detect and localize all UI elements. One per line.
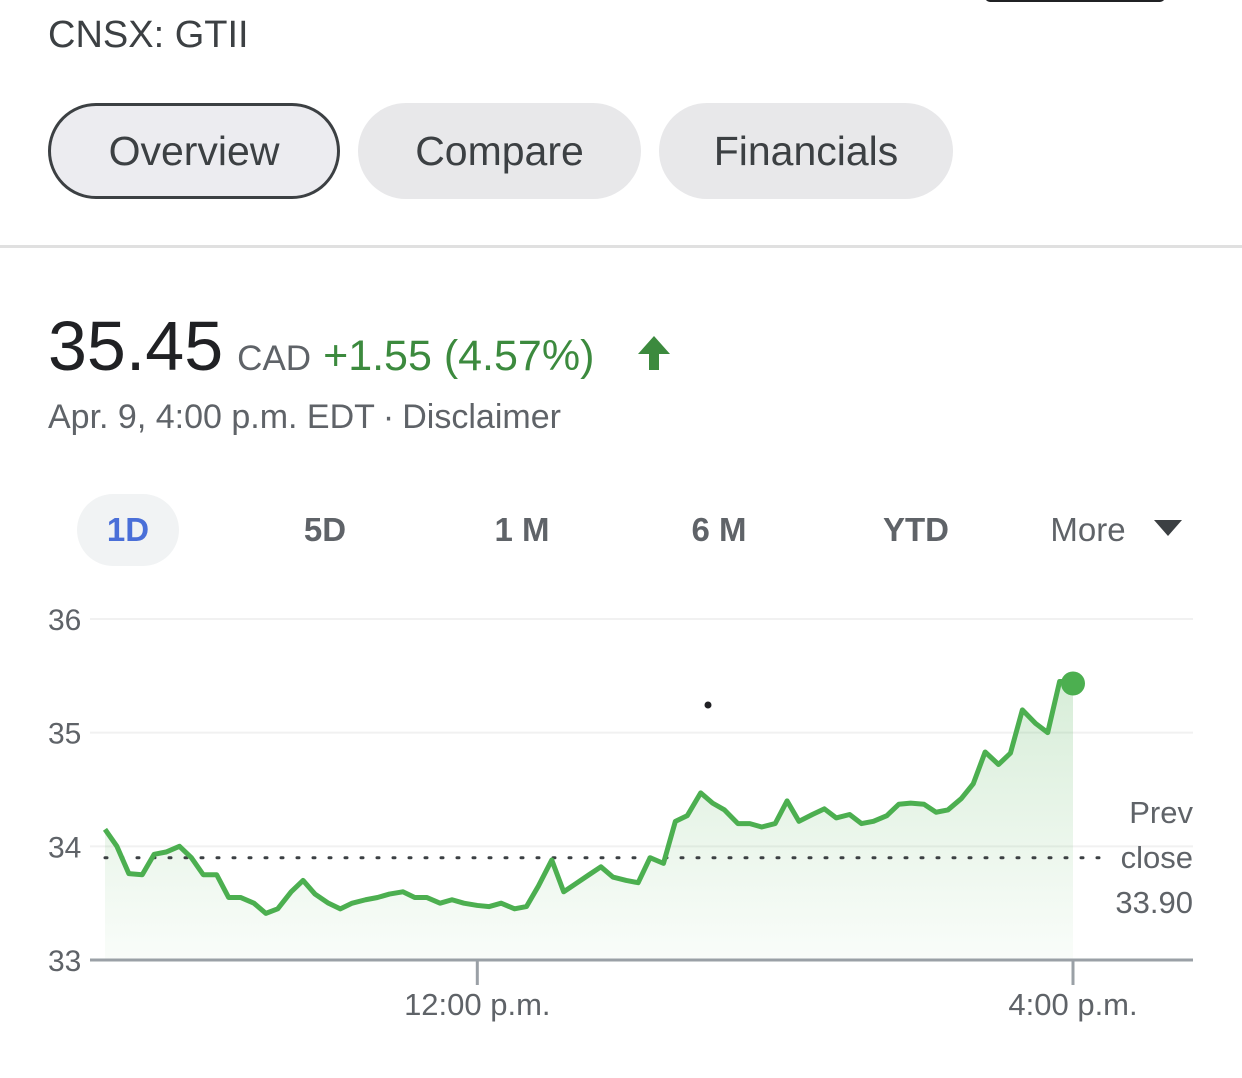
range-1m[interactable]: 1 M	[494, 511, 550, 548]
quote-timestamp: Apr. 9, 4:00 p.m. EDT	[48, 398, 375, 436]
x-tick-label: 12:00 p.m.	[404, 987, 550, 1022]
status-pill	[985, 0, 1165, 2]
y-tick-label: 36	[48, 604, 81, 637]
arrow-up-icon	[638, 336, 670, 370]
section-divider	[0, 245, 1242, 248]
range-selector: 1D 5D 1 M 6 M YTD More	[0, 494, 1242, 566]
y-tick-label: 35	[48, 718, 81, 751]
y-tick-label: 34	[48, 831, 81, 864]
price-area	[105, 681, 1073, 960]
price-change: +1.55 (4.57%)	[323, 332, 595, 380]
prev-close-label: Prev close 33.90	[1115, 795, 1193, 920]
currency-code: CAD	[237, 339, 312, 378]
disclaimer-link[interactable]: Disclaimer	[402, 398, 561, 436]
prev-close-text: Prev	[1129, 795, 1193, 830]
range-5d[interactable]: 5D	[303, 511, 347, 548]
range-1d[interactable]: 1D	[77, 494, 179, 566]
meta-separator: ·	[382, 398, 395, 436]
tab-financials[interactable]: Financials	[659, 103, 953, 199]
x-tick-label: 4:00 p.m.	[1008, 987, 1137, 1022]
ticker-symbol: CNSX: GTII	[48, 14, 249, 56]
caret-down-icon[interactable]	[1152, 518, 1184, 538]
prev-close-text: 33.90	[1115, 885, 1193, 920]
y-axis-labels: 36 35 34 33	[48, 604, 81, 978]
tab-overview[interactable]: Overview	[48, 103, 340, 199]
range-6m[interactable]: 6 M	[691, 511, 747, 548]
range-ytd[interactable]: YTD	[883, 511, 949, 548]
prev-close-text: close	[1121, 840, 1193, 875]
current-price: 35.45	[48, 307, 224, 385]
quote-meta: Apr. 9, 4:00 p.m. EDT · Disclaimer	[48, 398, 561, 437]
price-chart: 36 35 34 33 12:00 p.m. 4:00 p.m. Prev close 33…	[48, 604, 1193, 1022]
y-tick-label: 33	[48, 945, 81, 978]
x-axis-labels: 12:00 p.m. 4:00 p.m.	[404, 960, 1138, 1022]
last-price-point[interactable]	[1061, 671, 1085, 696]
price-row: 35.45 CAD +1.55 (4.57%)	[48, 306, 594, 386]
tab-compare[interactable]: Compare	[358, 103, 641, 199]
price-line	[102, 679, 1073, 916]
range-more[interactable]: More	[1050, 511, 1126, 548]
stray-dot	[704, 701, 712, 709]
